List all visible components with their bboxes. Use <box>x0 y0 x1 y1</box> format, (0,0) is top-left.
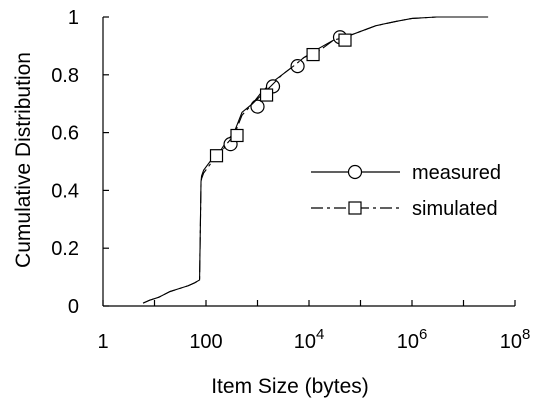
axes: 0 0.2 0.4 0.6 0.8 1 1 100 104 106 108 <box>51 7 530 353</box>
series-layer <box>142 16 489 304</box>
legend-label-measured: measured <box>412 162 501 184</box>
marker-simulated <box>230 128 244 143</box>
marker-simulated <box>259 88 274 102</box>
marker-simulated <box>209 149 224 163</box>
y-tick-label: 0.2 <box>51 238 79 260</box>
y-tick-label: 0.6 <box>51 123 79 145</box>
marker-measured <box>290 59 305 74</box>
x-axis-title: Item Size (bytes) <box>211 375 369 398</box>
y-tick-label: 0.8 <box>51 65 79 87</box>
x-tick-label: 108 <box>500 326 531 353</box>
legend-label-simulated: simulated <box>412 198 498 220</box>
y-tick-label: 0.4 <box>51 180 79 202</box>
marker-simulated <box>306 47 320 62</box>
x-tick-label: 104 <box>294 326 325 353</box>
y-tick-label: 1 <box>68 7 79 29</box>
marker-simulated <box>338 33 352 47</box>
legend-marker-simulated <box>348 201 362 215</box>
y-axis-title: Cumulative Distribution <box>12 52 35 268</box>
series-line-simulated <box>142 16 489 304</box>
legend: measured simulated <box>311 162 501 220</box>
legend-marker-measured <box>347 164 363 180</box>
marker-measured <box>250 99 265 114</box>
x-tick-label: 1 <box>97 331 108 353</box>
y-tick-label: 0 <box>68 296 79 318</box>
x-tick-label: 106 <box>397 326 428 353</box>
x-tick-label: 100 <box>189 331 222 353</box>
